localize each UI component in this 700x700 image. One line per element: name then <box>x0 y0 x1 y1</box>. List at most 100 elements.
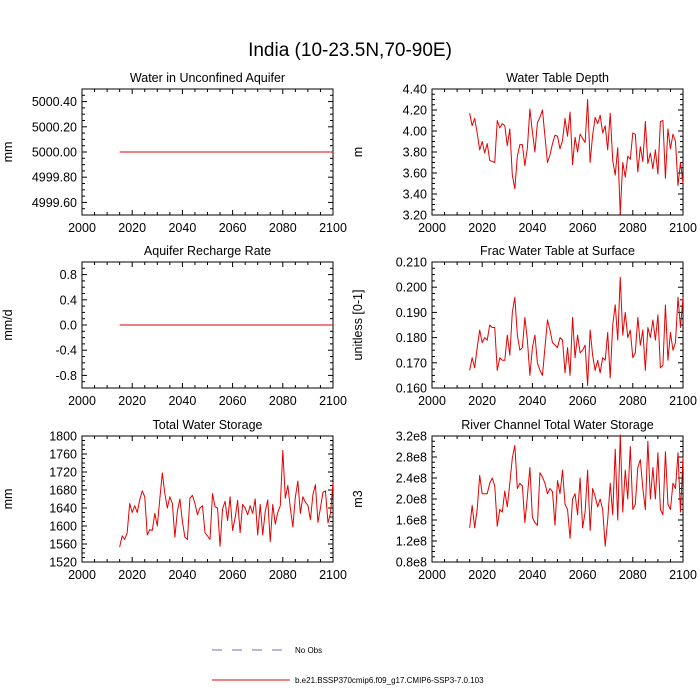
chart-total-water-storage-ytick-label: 1600 <box>49 520 77 534</box>
chart-water-table-depth-ylabel: m <box>351 147 365 157</box>
chart-total-water-storage-xtick-label: 2060 <box>219 568 247 582</box>
chart-frac-water-table-at-surface-xtick-label: 2020 <box>468 394 496 408</box>
chart-river-channel-total-water-storage-ytick-label: 2.0e8 <box>396 493 427 507</box>
chart-total-water-storage-xtick-label: 2040 <box>168 568 196 582</box>
chart-river-channel-total-water-storage-ytick-label: 0.8e8 <box>396 556 427 570</box>
legend-model-label: b.e21.BSSP370cmip6.f09_g17.CMIP6-SSP3-7.… <box>295 676 484 685</box>
chart-water-in-unconfined-aquifer-ytick-label: 5000.20 <box>32 120 77 134</box>
chart-aquifer-recharge-rate-xtick-label: 2080 <box>269 394 297 408</box>
chart-river-channel-total-water-storage-ytick-label: 2.8e8 <box>396 451 427 465</box>
chart-aquifer-recharge-rate-title: Aquifer Recharge Rate <box>144 244 271 258</box>
chart-water-table-depth-ytick-label: 4.40 <box>403 83 427 97</box>
chart-frac-water-table-at-surface-xtick-label: 2060 <box>569 394 597 408</box>
chart-total-water-storage-ytick-label: 1760 <box>49 448 77 462</box>
chart-water-table-depth-ytick-label: 3.40 <box>403 188 427 202</box>
chart-water-table-depth-xtick-label: 2020 <box>468 221 496 235</box>
chart-total-water-storage-xtick-label: 2100 <box>319 568 347 582</box>
chart-frac-water-table-at-surface-ylabel: unitless [0-1] <box>351 290 365 361</box>
chart-total-water-storage-title: Total Water Storage <box>152 418 262 432</box>
chart-total-water-storage-xtick-label: 2080 <box>269 568 297 582</box>
chart-water-in-unconfined-aquifer: Water in Unconfined Aquifer mm 2000 2020 204… <box>1 71 347 235</box>
chart-river-channel-total-water-storage-title: River Channel Total Water Storage <box>461 418 654 432</box>
chart-water-table-depth-title: Water Table Depth <box>506 71 609 85</box>
chart-river-channel-total-water-storage: River Channel Total Water Storage m3 2000 2… <box>351 418 697 582</box>
chart-frac-water-table-at-surface-xtick-label: 2100 <box>669 394 697 408</box>
chart-frac-water-table-at-surface-ytick-label: 0.170 <box>396 356 427 370</box>
chart-aquifer-recharge-rate-xtick-label: 2040 <box>168 394 196 408</box>
chart-river-channel-total-water-storage-xtick-label: 2060 <box>569 568 597 582</box>
chart-total-water-storage-xtick-label: 2000 <box>68 568 96 582</box>
chart-river-channel-total-water-storage-xtick-label: 2100 <box>669 568 697 582</box>
chart-water-table-depth-xtick-label: 2080 <box>619 221 647 235</box>
chart-aquifer-recharge-rate-xtick-label: 2060 <box>219 394 247 408</box>
legend-no-obs-label: No Obs <box>295 646 322 655</box>
chart-water-in-unconfined-aquifer-ytick-label: 4999.60 <box>32 196 77 210</box>
chart-water-table-depth-ytick-label: 3.20 <box>403 209 427 223</box>
chart-water-table-depth-xtick-label: 2060 <box>569 221 597 235</box>
chart-water-in-unconfined-aquifer-ylabel: mm <box>1 142 15 163</box>
chart-aquifer-recharge-rate-ytick-label: 0.8 <box>60 268 77 282</box>
chart-river-channel-total-water-storage-xtick-label: 2020 <box>468 568 496 582</box>
chart-total-water-storage-ytick-label: 1640 <box>49 502 77 516</box>
chart-frac-water-table-at-surface-series-line <box>469 276 684 386</box>
chart-water-table-depth-ytick-label: 4.00 <box>403 125 427 139</box>
chart-water-in-unconfined-aquifer-ytick-label: 5000.40 <box>32 95 77 109</box>
chart-water-table-depth: Water Table Depth m 2000 2020 2040 2060 2080 21… <box>351 71 697 235</box>
chart-aquifer-recharge-rate-ytick-label: -0.4 <box>55 344 77 358</box>
chart-water-in-unconfined-aquifer-xtick-label: 2060 <box>219 221 247 235</box>
chart-water-table-depth-xtick-label: 2000 <box>418 221 446 235</box>
chart-water-in-unconfined-aquifer-xtick-label: 2040 <box>168 221 196 235</box>
chart-water-table-depth-xtick-label: 2040 <box>518 221 546 235</box>
chart-total-water-storage-ytick-label: 1680 <box>49 484 77 498</box>
chart-water-in-unconfined-aquifer-xtick-label: 2080 <box>269 221 297 235</box>
chart-water-in-unconfined-aquifer-ytick-label: 5000.00 <box>32 146 77 160</box>
chart-aquifer-recharge-rate-ylabel: mm/d <box>1 309 15 340</box>
chart-water-in-unconfined-aquifer-xtick-label: 2020 <box>118 221 146 235</box>
chart-aquifer-recharge-rate: Aquifer Recharge Rate mm/d 2000 2020 2040 206… <box>1 244 347 408</box>
chart-aquifer-recharge-rate-ytick-label: -0.8 <box>55 369 77 383</box>
chart-river-channel-total-water-storage-xtick-label: 2040 <box>518 568 546 582</box>
chart-water-in-unconfined-aquifer-title: Water in Unconfined Aquifer <box>130 71 285 85</box>
chart-water-table-depth-ytick-label: 3.60 <box>403 167 427 181</box>
chart-frac-water-table-at-surface-title: Frac Water Table at Surface <box>480 244 635 258</box>
chart-total-water-storage-ytick-label: 1800 <box>49 430 77 444</box>
chart-water-in-unconfined-aquifer-xtick-label: 2000 <box>68 221 96 235</box>
chart-water-table-depth-ytick-label: 4.20 <box>403 104 427 118</box>
chart-river-channel-total-water-storage-series-line <box>469 434 684 547</box>
chart-total-water-storage-series-line <box>119 449 334 548</box>
chart-river-channel-total-water-storage-ytick-label: 3.2e8 <box>396 430 427 444</box>
chart-frac-water-table-at-surface-ytick-label: 0.180 <box>396 331 427 345</box>
chart-river-channel-total-water-storage-ytick-label: 1.6e8 <box>396 514 427 528</box>
chart-frac-water-table-at-surface-ytick-label: 0.160 <box>396 382 427 396</box>
chart-aquifer-recharge-rate-ytick-label: 0.4 <box>60 293 77 307</box>
main-title: India (10-23.5N,70-90E) <box>248 40 452 61</box>
chart-frac-water-table-at-surface-ytick-label: 0.200 <box>396 281 427 295</box>
chart-total-water-storage-ylabel: mm <box>1 489 15 510</box>
chart-water-table-depth-ytick-label: 3.80 <box>403 146 427 160</box>
chart-frac-water-table-at-surface-ytick-label: 0.190 <box>396 306 427 320</box>
chart-water-table-depth-series-line <box>469 99 684 215</box>
chart-total-water-storage-xtick-label: 2020 <box>118 568 146 582</box>
chart-frac-water-table-at-surface-xtick-label: 2080 <box>619 394 647 408</box>
chart-aquifer-recharge-rate-xtick-label: 2000 <box>68 394 96 408</box>
chart-total-water-storage-ytick-label: 1720 <box>49 466 77 480</box>
chart-frac-water-table-at-surface-ytick-label: 0.210 <box>396 256 427 270</box>
chart-water-in-unconfined-aquifer-ytick-label: 4999.80 <box>32 171 77 185</box>
chart-aquifer-recharge-rate-ytick-label: 0.0 <box>60 319 77 333</box>
chart-water-in-unconfined-aquifer-xtick-label: 2100 <box>319 221 347 235</box>
chart-total-water-storage-ytick-label: 1560 <box>49 538 77 552</box>
chart-frac-water-table-at-surface-xtick-label: 2040 <box>518 394 546 408</box>
chart-river-channel-total-water-storage-xtick-label: 2080 <box>619 568 647 582</box>
chart-water-table-depth-frame <box>431 88 684 216</box>
chart-river-channel-total-water-storage-ytick-label: 1.2e8 <box>396 535 427 549</box>
chart-water-table-depth-xtick-label: 2100 <box>669 221 697 235</box>
chart-frac-water-table-at-surface-xtick-label: 2000 <box>418 394 446 408</box>
chart-river-channel-total-water-storage-ylabel: m3 <box>351 490 365 507</box>
chart-aquifer-recharge-rate-xtick-label: 2020 <box>118 394 146 408</box>
chart-river-channel-total-water-storage-ytick-label: 2.4e8 <box>396 472 427 486</box>
legend: No Obs b.e21.BSSP370cmip6.f09_g17.CMIP6-… <box>212 646 484 685</box>
chart-total-water-storage-ytick-label: 1520 <box>49 556 77 570</box>
chart-aquifer-recharge-rate-xtick-label: 2100 <box>319 394 347 408</box>
chart-river-channel-total-water-storage-xtick-label: 2000 <box>418 568 446 582</box>
